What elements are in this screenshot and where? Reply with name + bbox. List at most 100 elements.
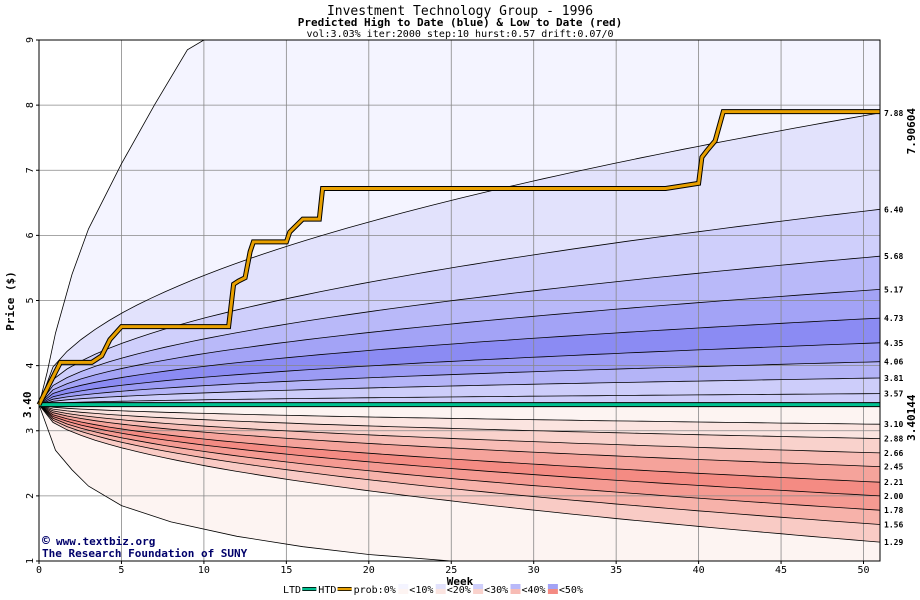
legend-label-6: <40% bbox=[522, 585, 546, 596]
credit-block: © www.textbiz.org The Research Foundatio… bbox=[42, 534, 248, 560]
y-tick-label-6: 6 bbox=[25, 232, 36, 238]
low-quantile-line-2 bbox=[39, 404, 880, 454]
low-quantile-line-3 bbox=[39, 404, 880, 467]
y-tick-label-2: 2 bbox=[25, 493, 36, 499]
high-band-3 bbox=[39, 256, 880, 405]
high-band-2 bbox=[39, 209, 880, 405]
high-quantile-label-0: 7.88 bbox=[884, 109, 903, 118]
legend-swatch-bottom-5 bbox=[473, 589, 484, 594]
high-quantile-label-6: 4.06 bbox=[884, 358, 903, 367]
high-band-4 bbox=[39, 289, 880, 405]
legend-label-3: <10% bbox=[409, 585, 433, 596]
legend-swatch-bottom-6 bbox=[510, 589, 521, 594]
low-quantile-label-3: 2.45 bbox=[884, 463, 903, 472]
legend-swatch-bottom-3 bbox=[398, 589, 409, 594]
x-tick-label-30: 30 bbox=[528, 565, 540, 576]
x-tick-label-40: 40 bbox=[693, 565, 705, 576]
x-tick-label-50: 50 bbox=[857, 565, 869, 576]
low-band-8 bbox=[39, 404, 880, 543]
x-tick-label-45: 45 bbox=[775, 565, 787, 576]
x-tick-label-15: 15 bbox=[280, 565, 292, 576]
chart-params: vol:3.03% iter:2000 step:10 hurst:0.57 d… bbox=[306, 29, 613, 40]
legend-swatch-top-4 bbox=[435, 584, 446, 589]
high-quantile-label-3: 5.17 bbox=[884, 285, 903, 294]
high-quantile-label-7: 3.81 bbox=[884, 374, 903, 383]
y-tick-label-1: 1 bbox=[25, 558, 36, 564]
legend-label-2: prob:0% bbox=[354, 585, 396, 596]
low-quantile-label-8: 1.29 bbox=[884, 538, 903, 547]
plot-area: 7.88 6.40 5.68 5.17 4.73 4.35 4.06 3.81 3.57 3.10… bbox=[21, 37, 918, 576]
low-quantile-line-0 bbox=[39, 404, 880, 425]
low-quantile-label-2: 2.66 bbox=[884, 449, 903, 458]
low-quantile-line-7 bbox=[39, 404, 880, 525]
high-quantile-label-4: 4.73 bbox=[884, 314, 903, 323]
y-tick-label-3: 3 bbox=[25, 428, 36, 434]
chart-subtitle: Predicted High to Date (blue) & Low to D… bbox=[298, 16, 623, 29]
low-band-1 bbox=[39, 404, 880, 439]
high-quantile-line-2 bbox=[39, 255, 880, 405]
start-price-label: 3.40 bbox=[21, 391, 34, 418]
y-tick-label-5: 5 bbox=[25, 297, 36, 303]
high-band-0 bbox=[39, 40, 880, 405]
credit-line-1: www.textbiz.org bbox=[56, 535, 155, 548]
high-quantile-line-5 bbox=[39, 342, 880, 406]
high-band-6 bbox=[39, 342, 880, 405]
low-quantile-label-1: 2.88 bbox=[884, 435, 903, 444]
high-quantile-line-6 bbox=[39, 361, 880, 406]
x-tick-label-35: 35 bbox=[610, 565, 622, 576]
legend-swatch-top-5 bbox=[473, 584, 484, 589]
legend-swatch-bottom-4 bbox=[435, 589, 446, 594]
high-quantile-line-8 bbox=[39, 393, 880, 406]
low-band-3 bbox=[39, 404, 880, 467]
y-tick-label-4: 4 bbox=[25, 363, 36, 369]
legend-label-7: <50% bbox=[559, 585, 583, 596]
y-tick-label-9: 9 bbox=[25, 37, 36, 43]
low-quantile-label-0: 3.10 bbox=[884, 420, 903, 429]
x-tick-label-10: 10 bbox=[198, 565, 210, 576]
low-band-7 bbox=[39, 404, 880, 525]
low-band-5 bbox=[39, 404, 880, 496]
high-quantile-line-0 bbox=[39, 112, 880, 405]
legend-label-4: <20% bbox=[447, 585, 471, 596]
high-band-8 bbox=[39, 378, 880, 405]
y-tick-label-7: 7 bbox=[25, 167, 36, 173]
high-band-5 bbox=[39, 318, 880, 405]
legend-label-1: HTD bbox=[318, 585, 336, 596]
x-tick-label-20: 20 bbox=[363, 565, 375, 576]
legend-swatch-top-6 bbox=[510, 584, 521, 589]
high-quantile-line-3 bbox=[39, 289, 880, 405]
ltd-value-label: 3.40144 bbox=[905, 394, 918, 441]
low-quantile-line-6 bbox=[39, 404, 880, 511]
legend-label-5: <30% bbox=[484, 585, 508, 596]
htd-value-label: 7.90604 bbox=[905, 108, 918, 155]
high-quantile-line-7 bbox=[39, 377, 880, 406]
legend-swatch-bottom-7 bbox=[547, 589, 558, 594]
legend: LTD HTD prob:0% <10% <20% <30% <40% <50% bbox=[283, 584, 583, 596]
high-quantile-label-1: 6.40 bbox=[884, 205, 903, 214]
low-quantile-label-7: 1.56 bbox=[884, 521, 903, 530]
htd-line bbox=[37, 110, 880, 406]
chart-title: Investment Technology Group - 1996 bbox=[327, 4, 593, 19]
high-quantile-line-4 bbox=[39, 317, 880, 406]
x-tick-label-0: 0 bbox=[36, 565, 42, 576]
low-outer-line bbox=[39, 404, 452, 561]
low-band-4 bbox=[39, 404, 880, 483]
copyright-icon: © bbox=[42, 534, 50, 549]
low-quantile-line-4 bbox=[39, 404, 880, 483]
high-quantile-label-2: 5.68 bbox=[884, 252, 903, 261]
quantile-lines bbox=[39, 40, 880, 561]
low-quantile-line-5 bbox=[39, 404, 880, 497]
legend-swatch-top-7 bbox=[547, 584, 558, 589]
high-quantile-label-8: 3.57 bbox=[884, 390, 903, 399]
legend-swatch-top-3 bbox=[398, 584, 409, 589]
low-quantile-label-4: 2.21 bbox=[884, 478, 903, 487]
x-axis-label: Week bbox=[447, 575, 474, 588]
low-band-0 bbox=[39, 404, 880, 425]
high-band-inner bbox=[39, 393, 880, 405]
x-tick-label-25: 25 bbox=[445, 565, 457, 576]
low-quantile-line-8 bbox=[39, 404, 880, 543]
high-outer-line bbox=[39, 40, 205, 405]
low-quantile-line-1 bbox=[39, 404, 880, 439]
high-band-7 bbox=[39, 361, 880, 405]
